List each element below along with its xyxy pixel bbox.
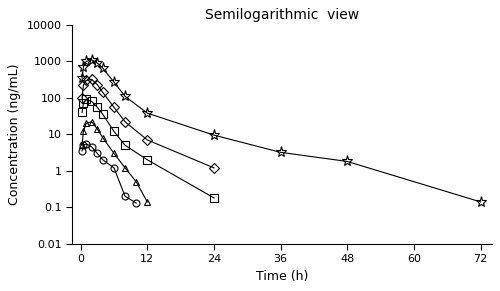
X-axis label: Time (h): Time (h)	[256, 270, 308, 283]
Title: Semilogarithmic  view: Semilogarithmic view	[205, 8, 359, 22]
Y-axis label: Concentration (ng/mL): Concentration (ng/mL)	[8, 63, 22, 205]
